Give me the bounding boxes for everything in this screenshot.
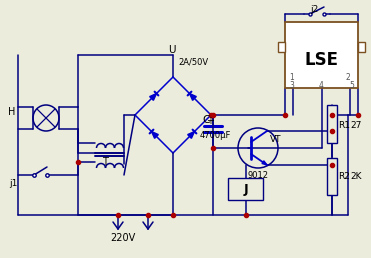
Text: 9012: 9012	[248, 171, 269, 180]
Text: R2: R2	[338, 172, 350, 181]
Text: +: +	[206, 116, 214, 126]
Text: 5: 5	[349, 82, 354, 91]
Bar	[327, 105, 337, 143]
Text: C: C	[202, 115, 210, 125]
Text: 2A/50V: 2A/50V	[178, 58, 208, 67]
Text: 2K: 2K	[350, 172, 361, 181]
Bar	[327, 158, 337, 195]
Text: T: T	[102, 157, 108, 167]
Text: 2: 2	[345, 74, 350, 83]
Polygon shape	[150, 94, 157, 100]
Polygon shape	[190, 94, 196, 100]
Polygon shape	[188, 132, 194, 138]
Bar	[278, 42, 285, 52]
Text: H: H	[8, 107, 15, 117]
Polygon shape	[262, 161, 267, 165]
Bar	[285, 22, 358, 88]
Text: j1: j1	[9, 180, 17, 189]
Text: R1: R1	[338, 122, 350, 131]
Text: U: U	[168, 45, 175, 55]
Text: J: J	[243, 182, 248, 196]
Text: j2: j2	[310, 4, 318, 13]
Text: 4700μF: 4700μF	[200, 132, 232, 141]
Text: 4: 4	[319, 82, 324, 91]
Text: 3: 3	[289, 82, 294, 91]
Text: 1: 1	[289, 74, 294, 83]
Polygon shape	[151, 132, 158, 138]
Text: VT: VT	[270, 135, 282, 144]
Bar	[228, 178, 263, 200]
Text: 220V: 220V	[111, 233, 136, 243]
Text: LSE: LSE	[305, 51, 338, 69]
Bar	[358, 42, 365, 52]
Text: 27: 27	[350, 122, 361, 131]
